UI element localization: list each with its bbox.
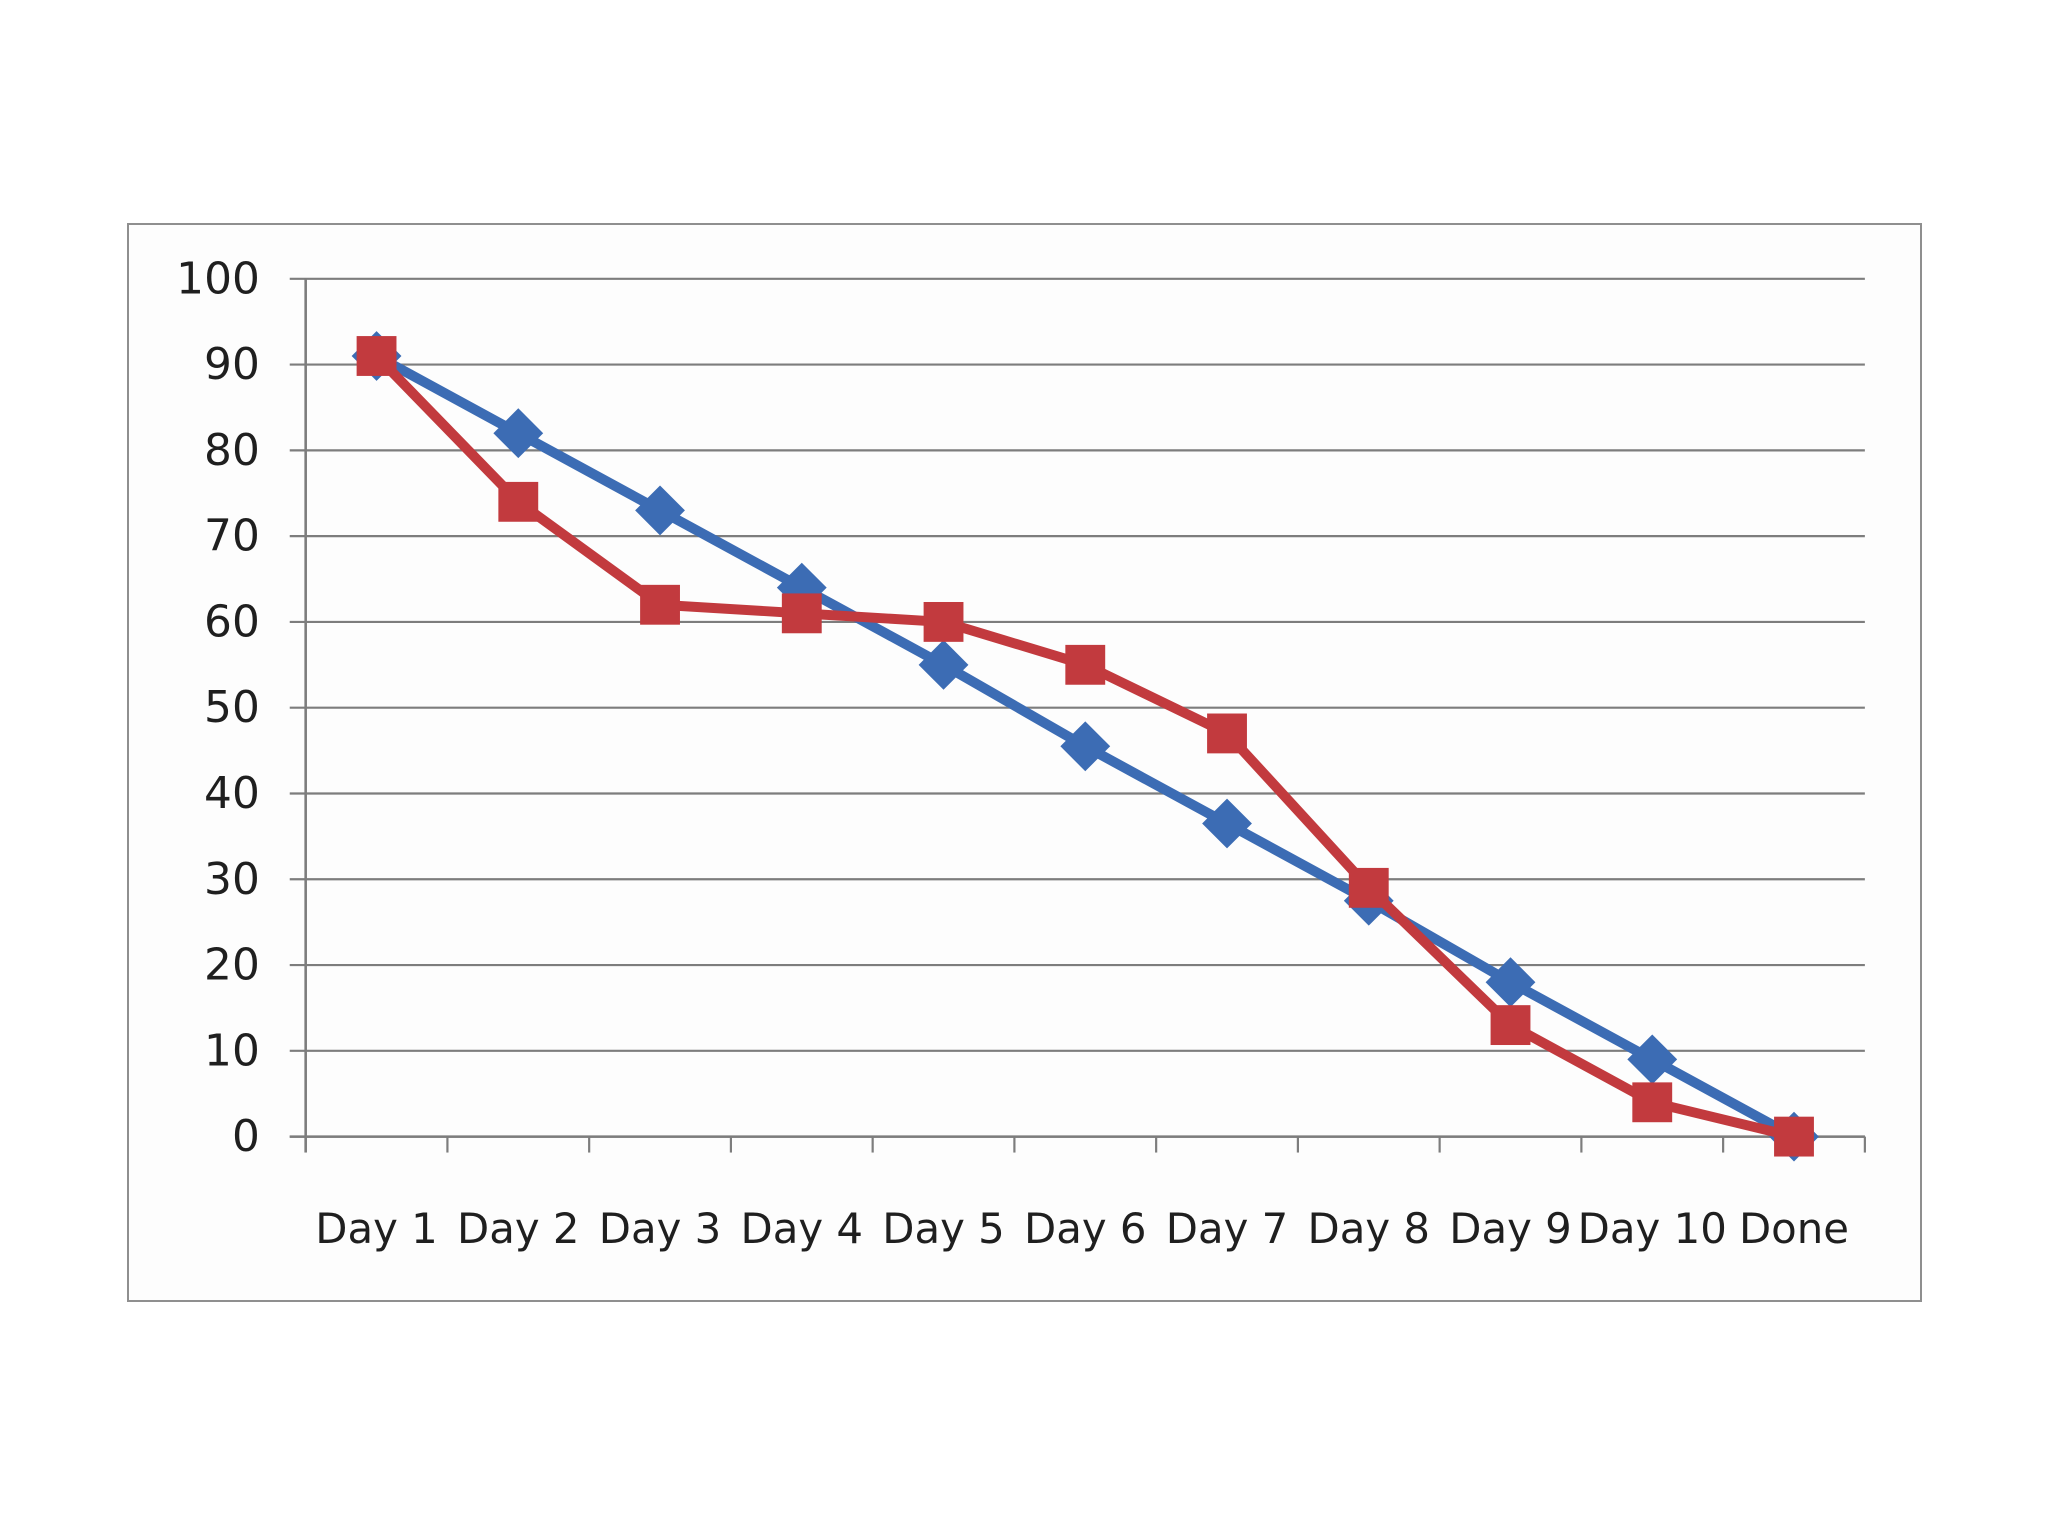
x-axis-label-day-8: Day 8 [1308, 1204, 1431, 1253]
red-square-series-marker-8 [1490, 1005, 1531, 1046]
red-square-series-marker-7 [1348, 867, 1389, 908]
blue-diamond-series-marker-5 [1060, 721, 1111, 772]
y-axis-label-90: 90 [204, 339, 260, 390]
x-axis-label-day-6: Day 6 [1024, 1204, 1147, 1253]
red-square-series-marker-10 [1774, 1116, 1814, 1157]
x-axis-label-done: Done [1739, 1204, 1849, 1253]
x-axis-label-day-4: Day 4 [741, 1204, 864, 1253]
y-axis-label-40: 40 [204, 768, 260, 819]
x-axis-label-day-5: Day 5 [882, 1204, 1005, 1253]
red-square-series-marker-2 [640, 584, 680, 625]
blue-diamond-series-marker-1 [493, 408, 544, 459]
red-square-series-marker-1 [498, 481, 539, 522]
y-axis-label-20: 20 [204, 940, 260, 991]
y-axis-label-0: 0 [232, 1111, 260, 1162]
red-square-series-marker-4 [923, 601, 964, 642]
red-square-series-marker-9 [1632, 1082, 1673, 1123]
x-axis-label-day-7: Day 7 [1166, 1204, 1289, 1253]
red-square-series-marker-5 [1065, 644, 1106, 685]
x-axis-label-day-10: Day 10 [1578, 1204, 1727, 1253]
blue-diamond-series-marker-6 [1202, 798, 1252, 849]
red-square-series-marker-6 [1207, 713, 1247, 754]
y-axis-label-50: 50 [204, 682, 260, 733]
blue-diamond-series-marker-4 [918, 639, 969, 690]
red-square-series-marker-0 [356, 336, 397, 376]
y-axis-label-70: 70 [204, 511, 260, 562]
x-axis-label-day-2: Day 2 [457, 1204, 580, 1253]
y-axis-label-60: 60 [204, 596, 260, 647]
blue-diamond-series-marker-9 [1627, 1034, 1678, 1085]
blue-diamond-series-marker-2 [635, 485, 685, 536]
y-axis-label-80: 80 [204, 425, 260, 476]
red-square-series-marker-3 [781, 593, 822, 634]
x-axis-label-day-9: Day 9 [1449, 1204, 1572, 1253]
x-axis-label-day-1: Day 1 [315, 1204, 438, 1253]
x-axis-label-day-3: Day 3 [599, 1204, 722, 1253]
burndown-chart-frame: 100 90 80 70 60 50 40 30 20 10 0 Day 1 Day 2 Day 3 Day… [127, 223, 1922, 1302]
y-axis-label-30: 30 [204, 854, 260, 905]
y-axis-label-100: 100 [176, 253, 260, 304]
y-axis-label-10: 10 [204, 1025, 260, 1076]
blue-diamond-series-marker-8 [1485, 957, 1536, 1008]
